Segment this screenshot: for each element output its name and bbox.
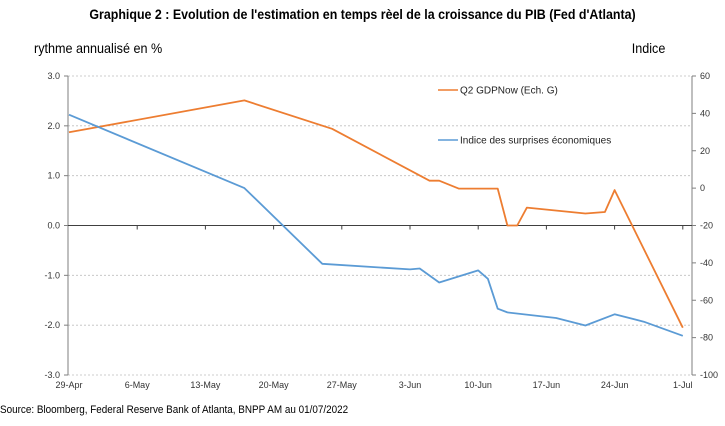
axes <box>67 76 693 375</box>
x-tick-label: 20-May <box>259 380 290 390</box>
y2-tick-label: -60 <box>700 295 713 305</box>
series-line-surprises <box>68 113 684 337</box>
series-line-gdpnow <box>68 99 684 329</box>
x-tick-label: 17-Jun <box>533 380 561 390</box>
y-tick-label: 3.0 <box>47 71 60 81</box>
left-y-axis-ticks: 3.0 2.0 1.0 0.0 -1.0 -2.0 -3.0 <box>44 71 68 380</box>
right-axis-caption: Indice <box>631 40 665 56</box>
x-tick-label: 13-May <box>190 380 221 390</box>
y-tick-label: 0.0 <box>47 221 60 231</box>
y-tick-label: -3.0 <box>44 370 60 380</box>
x-tick-label: 10-Jun <box>464 380 492 390</box>
y2-tick-label: 60 <box>700 71 710 81</box>
x-axis-ticks: 29-Apr 6-May 13-May 20-May 27-May 3-Jun 10-Jun… <box>55 225 693 390</box>
series-lines <box>68 99 684 337</box>
y2-tick-label: 20 <box>700 146 710 156</box>
x-tick-label: 24-Jun <box>601 380 629 390</box>
chart-title: Graphique 2 : Evolution de l'estimation … <box>89 7 636 22</box>
left-axis-caption: rythme annualisé en % <box>34 40 163 56</box>
right-y-axis-ticks: 60 40 20 0 -20 -40 -60 -80 -100 <box>692 71 718 380</box>
y-tick-label: 1.0 <box>47 171 60 181</box>
x-tick-label: 29-Apr <box>55 380 82 390</box>
y2-tick-label: 0 <box>700 183 705 193</box>
legend-label-gdpnow: Q2 GDPNow (Ech. G) <box>460 86 558 97</box>
legend-label-surprises: Indice des surprises économiques <box>460 136 611 147</box>
x-tick-label: 3-Jun <box>399 380 422 390</box>
y-tick-label: 2.0 <box>47 121 60 131</box>
source-note: Source: Bloomberg, Federal Reserve Bank … <box>0 404 349 416</box>
x-tick-label: 6-May <box>125 380 151 390</box>
x-tick-label: 27-May <box>327 380 358 390</box>
y2-tick-label: -100 <box>700 370 718 380</box>
y-tick-label: -1.0 <box>44 270 60 280</box>
y2-tick-label: -80 <box>700 333 713 343</box>
x-tick-label: 1-Jul <box>673 380 693 390</box>
y2-tick-label: 40 <box>700 108 710 118</box>
y-tick-label: -2.0 <box>44 320 60 330</box>
legend: Q2 GDPNow (Ech. G) Indice des surprises … <box>438 86 611 147</box>
y2-tick-label: -40 <box>700 258 713 268</box>
y2-tick-label: -20 <box>700 221 713 231</box>
